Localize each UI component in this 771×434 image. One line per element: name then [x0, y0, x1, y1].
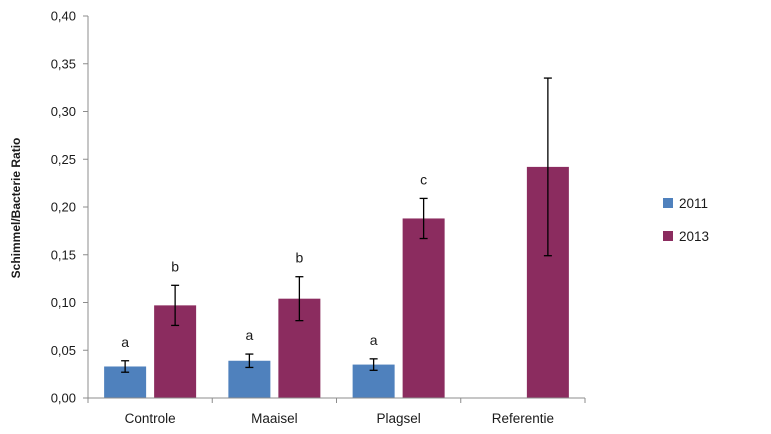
- significance-label: a: [370, 332, 378, 348]
- bar: [402, 218, 445, 398]
- y-tick-label: 0,00: [51, 391, 76, 406]
- y-tick-label: 0,40: [51, 9, 76, 24]
- x-tick-label: Maaisel: [251, 411, 298, 426]
- significance-label: c: [420, 171, 427, 187]
- y-tick-label: 0,10: [51, 295, 76, 310]
- legend-label: 2011: [679, 196, 708, 211]
- plot-area: a a a b b c: [104, 77, 569, 398]
- y-axis: 0,00 0,05 0,10 0,15 0,20 0,25 0,30 0,35 0,40: [51, 9, 89, 406]
- legend-swatch: [663, 231, 673, 241]
- legend-swatch: [663, 198, 673, 208]
- x-tick-label: Plagsel: [376, 411, 420, 426]
- y-tick-label: 0,15: [51, 247, 76, 262]
- significance-label: b: [171, 258, 179, 274]
- x-tick-label: Referentie: [492, 411, 554, 426]
- legend: 2011 2013: [663, 196, 709, 244]
- significance-label: b: [295, 250, 303, 266]
- significance-label: a: [121, 334, 129, 350]
- x-axis: Controle Maaisel Plagsel Referentie: [87, 397, 586, 426]
- x-tick-label: Controle: [125, 411, 176, 426]
- y-tick-label: 0,05: [51, 343, 76, 358]
- y-tick-label: 0,20: [51, 200, 76, 215]
- y-axis-label: Schimmel/Bacterie Ratio: [9, 138, 23, 279]
- y-tick-label: 0,35: [51, 56, 76, 71]
- y-tick-label: 0,25: [51, 152, 76, 167]
- legend-label: 2013: [679, 229, 709, 244]
- y-tick-label: 0,30: [51, 104, 76, 119]
- significance-label: a: [245, 327, 253, 343]
